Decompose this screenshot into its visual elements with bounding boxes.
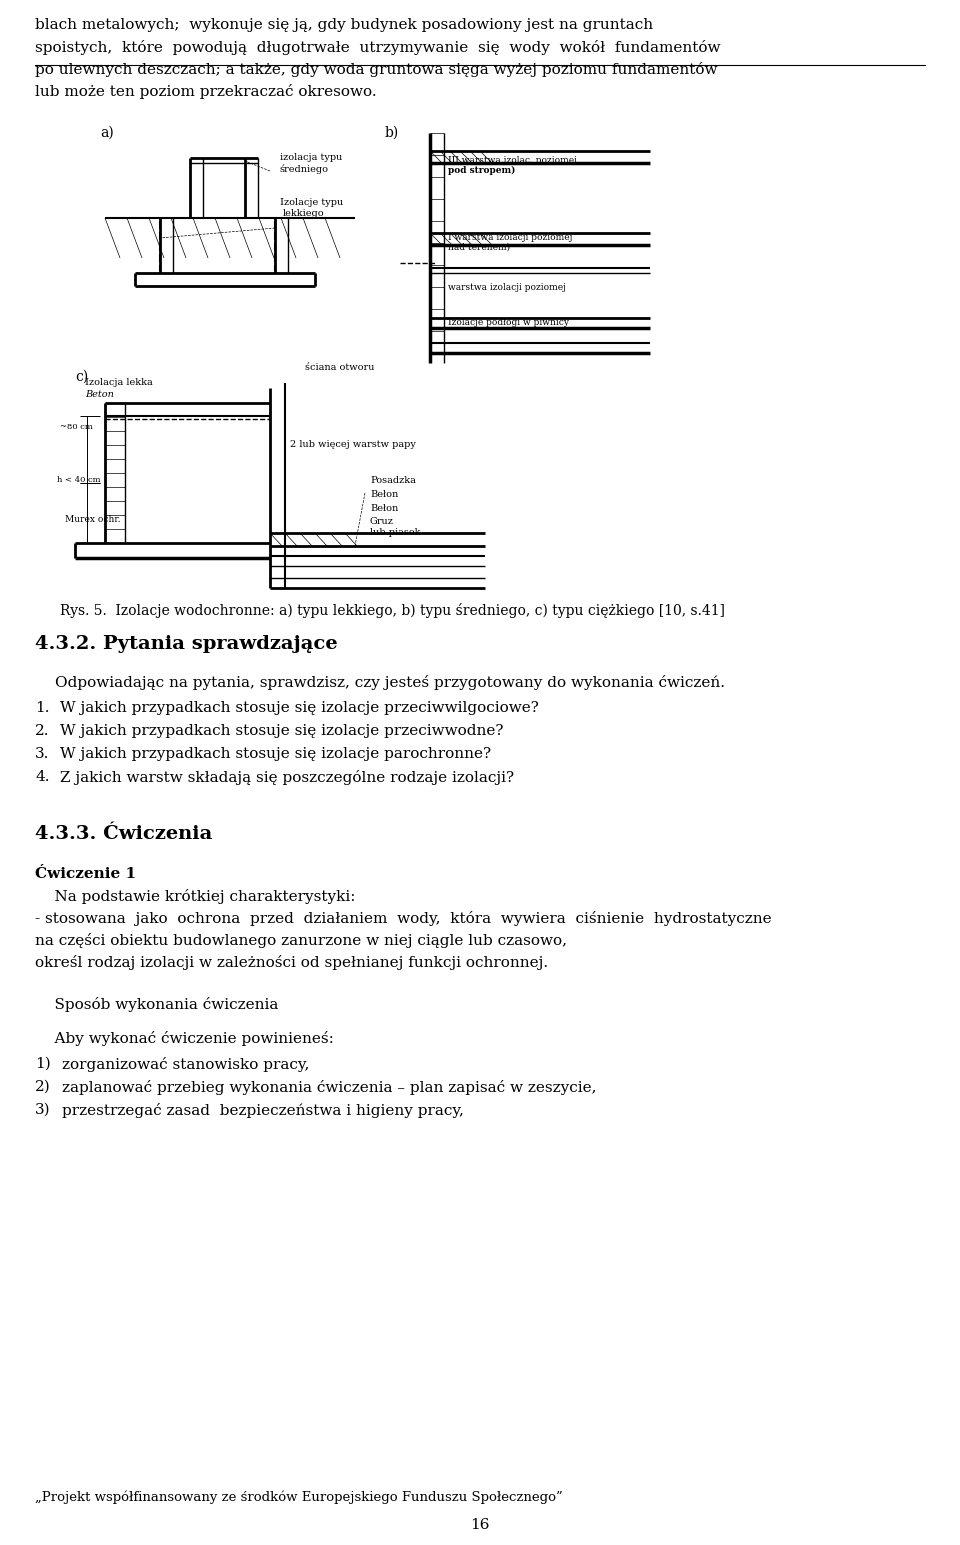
Text: Posadzka: Posadzka (370, 476, 416, 485)
Text: warstwa izolacji poziomej: warstwa izolacji poziomej (448, 283, 565, 292)
Text: 2.: 2. (35, 725, 50, 739)
Text: spoistych,  które  powodują  długotrwałe  utrzymywanie  się  wody  wokół  fundam: spoistych, które powodują długotrwałe ut… (35, 40, 721, 56)
Text: lub może ten poziom przekraczać okresowo.: lub może ten poziom przekraczać okresowo… (35, 83, 376, 99)
Text: Gruz: Gruz (370, 518, 394, 525)
Text: średniego: średniego (280, 164, 329, 173)
Text: na części obiektu budowlanego zanurzone w niej ciągle lub czasowo,: na części obiektu budowlanego zanurzone … (35, 933, 567, 949)
Text: I warstwa izolacji poziomej: I warstwa izolacji poziomej (448, 233, 572, 243)
Text: Bełon: Bełon (370, 504, 398, 513)
Text: 3): 3) (35, 1103, 51, 1117)
Text: Z jakich warstw składają się poszczególne rodzaje izolacji?: Z jakich warstw składają się poszczególn… (60, 769, 515, 785)
Text: zorganizować stanowisko pracy,: zorganizować stanowisko pracy, (62, 1057, 309, 1072)
Text: Sposób wykonania ćwiczenia: Sposób wykonania ćwiczenia (35, 997, 278, 1012)
Text: Izolacje typu: Izolacje typu (280, 198, 344, 207)
Text: Odpowiadając na pytania, sprawdzisz, czy jesteś przygotowany do wykonania ćwicze: Odpowiadając na pytania, sprawdzisz, czy… (55, 675, 725, 691)
Text: lekkiego: lekkiego (283, 209, 324, 218)
Text: Murex ochr.: Murex ochr. (65, 514, 121, 524)
Text: Ćwiczenie 1: Ćwiczenie 1 (35, 867, 136, 881)
Text: Aby wykonać ćwiczenie powinieneś:: Aby wykonać ćwiczenie powinieneś: (35, 1031, 334, 1046)
Text: a): a) (100, 127, 113, 141)
Text: Izolacja lekka: Izolacja lekka (85, 379, 153, 386)
Text: - stosowana  jako  ochrona  przed  działaniem  wody,  która  wywiera  ciśnienie : - stosowana jako ochrona przed działanie… (35, 912, 772, 925)
Text: III warstwa izolac. poziomej: III warstwa izolac. poziomej (448, 156, 577, 165)
Text: ściana otworu: ściana otworu (305, 363, 374, 372)
Text: Na podstawie krótkiej charakterystyki:: Na podstawie krótkiej charakterystyki: (35, 888, 355, 904)
Text: określ rodzaj izolacji w zależności od spełnianej funkcji ochronnej.: określ rodzaj izolacji w zależności od s… (35, 955, 548, 970)
Text: 4.3.3. Ćwiczenia: 4.3.3. Ćwiczenia (35, 825, 212, 844)
Text: Izolacje podłogi w piwnicy: Izolacje podłogi w piwnicy (448, 318, 569, 328)
Text: 2 lub więcej warstw papy: 2 lub więcej warstw papy (290, 440, 416, 450)
Text: c): c) (75, 369, 88, 385)
Text: Beton: Beton (85, 389, 114, 399)
Text: ~80 cm: ~80 cm (60, 423, 93, 431)
Text: „Projekt współfinansowany ze środków Europejskiego Funduszu Społecznego”: „Projekt współfinansowany ze środków Eur… (35, 1489, 563, 1503)
Text: 4.: 4. (35, 769, 50, 783)
Text: izolacja typu: izolacja typu (280, 153, 343, 162)
Text: 2): 2) (35, 1080, 51, 1094)
Text: nad terenem): nad terenem) (448, 243, 510, 252)
Text: przestrzegać zasad  bezpieczeństwa i higieny pracy,: przestrzegać zasad bezpieczeństwa i higi… (62, 1103, 464, 1119)
Text: 4.3.2. Pytania sprawdzające: 4.3.2. Pytania sprawdzające (35, 635, 338, 654)
Text: 16: 16 (470, 1519, 490, 1533)
Text: W jakich przypadkach stosuje się izolacje parochronne?: W jakich przypadkach stosuje się izolacj… (60, 746, 492, 762)
Text: W jakich przypadkach stosuje się izolacje przeciwwodne?: W jakich przypadkach stosuje się izolacj… (60, 725, 503, 739)
Text: lub piasek: lub piasek (370, 528, 420, 538)
Text: W jakich przypadkach stosuje się izolacje przeciwwilgociowe?: W jakich przypadkach stosuje się izolacj… (60, 701, 539, 715)
Text: b): b) (385, 127, 399, 141)
Text: pod stropem): pod stropem) (448, 165, 516, 175)
Text: 1.: 1. (35, 701, 50, 715)
Text: zaplanować przebieg wykonania ćwiczenia – plan zapisać w zeszycie,: zaplanować przebieg wykonania ćwiczenia … (62, 1080, 596, 1095)
Text: 1): 1) (35, 1057, 51, 1071)
Text: po ulewnych deszczach; a także, gdy woda gruntowa sięga wyżej poziomu fundamentó: po ulewnych deszczach; a także, gdy woda… (35, 62, 717, 77)
Text: h < 40 cm: h < 40 cm (57, 476, 101, 484)
Text: Rys. 5.  Izolacje wodochronne: a) typu lekkiego, b) typu średniego, c) typu cięż: Rys. 5. Izolacje wodochronne: a) typu le… (60, 603, 725, 618)
Text: Bełon: Bełon (370, 490, 398, 499)
Text: 3.: 3. (35, 746, 49, 762)
Text: blach metalowych;  wykonuje się ją, gdy budynek posadowiony jest na gruntach: blach metalowych; wykonuje się ją, gdy b… (35, 19, 653, 32)
